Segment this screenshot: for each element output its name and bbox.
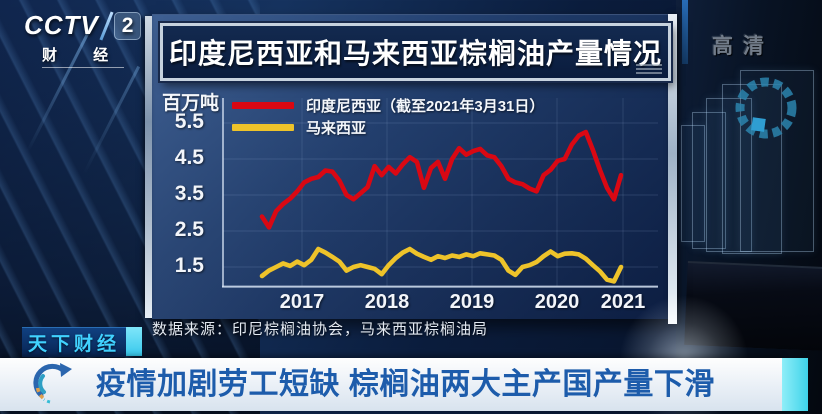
legend-item-malaysia: 马来西亚 xyxy=(232,116,544,138)
legend-item-indonesia: 印度尼西亚（截至2021年3月31日） xyxy=(232,94,544,116)
chart-title-box: 印度尼西亚和马来西亚棕榈油产量情况 xyxy=(160,23,671,81)
legend-label-malaysia: 马来西亚 xyxy=(306,119,367,137)
panel-bevel-right xyxy=(668,14,677,324)
program-badge-label: 天下财经 xyxy=(27,334,120,355)
indonesia-line-swatch xyxy=(232,101,294,109)
chart-title: 印度尼西亚和马来西亚棕榈油产量情况 xyxy=(168,38,662,69)
x-tick: 2019 xyxy=(449,291,495,313)
headline-banner-accent xyxy=(782,358,808,411)
panel-bevel-left xyxy=(145,16,152,318)
x-tick: 2021 xyxy=(600,291,646,313)
y-tick: 5.5 xyxy=(174,110,204,133)
channel-subtitle: 财 经 xyxy=(42,44,125,68)
line-chart-plot-area xyxy=(222,98,658,288)
ticker-logo-icon xyxy=(33,363,72,404)
light-streak xyxy=(82,65,141,175)
channel-logo-text: CCTV xyxy=(24,10,99,40)
dashboard-ring-graphic xyxy=(735,77,797,139)
y-axis-unit-label: 百万吨 xyxy=(162,93,220,114)
y-tick: 3.5 xyxy=(174,182,204,205)
glass-panel xyxy=(681,125,705,242)
malaysia-line-swatch xyxy=(232,123,294,131)
glass-panel xyxy=(740,70,814,252)
x-tick: 2020 xyxy=(534,291,580,313)
title-corner-decoration xyxy=(636,64,662,74)
x-tick: 2017 xyxy=(279,291,325,313)
series-line-malaysia xyxy=(259,246,624,284)
x-tick: 2018 xyxy=(364,291,410,313)
channel-number: 2 xyxy=(113,11,142,40)
studio-desk-ledge xyxy=(684,260,822,352)
y-axis-tick-labels: 5.5 4.5 3.5 2.5 1.5 xyxy=(150,96,212,288)
panel-edge-light xyxy=(682,0,688,64)
y-tick: 1.5 xyxy=(174,254,204,277)
legend-label-indonesia: 印度尼西亚（截至2021年3月31日） xyxy=(306,97,545,115)
glass-panel xyxy=(722,84,782,254)
program-badge: 天下财经 xyxy=(22,327,126,357)
hd-watermark: 高清 xyxy=(712,35,774,58)
y-tick: 2.5 xyxy=(174,218,204,241)
x-axis-tick-labels: 2017 2018 2019 2020 2021 xyxy=(222,291,658,317)
glass-panel xyxy=(706,98,752,252)
y-tick: 4.5 xyxy=(174,146,204,169)
series-line-indonesia xyxy=(259,129,624,230)
data-source-caption: 数据来源：印尼棕榈油协会，马来西亚棕榈油局 xyxy=(152,321,489,338)
chart-legend: 印度尼西亚（截至2021年3月31日） 马来西亚 xyxy=(232,94,544,138)
headline-text: 疫情加剧劳工短缺 棕榈油两大主产国产量下滑 xyxy=(96,368,715,401)
glass-panel xyxy=(692,112,726,249)
logo-slash-icon xyxy=(99,11,114,40)
channel-logo: CCTV 2 财 经 xyxy=(24,10,142,68)
program-badge-accent xyxy=(126,327,142,356)
headline-banner xyxy=(0,358,782,411)
